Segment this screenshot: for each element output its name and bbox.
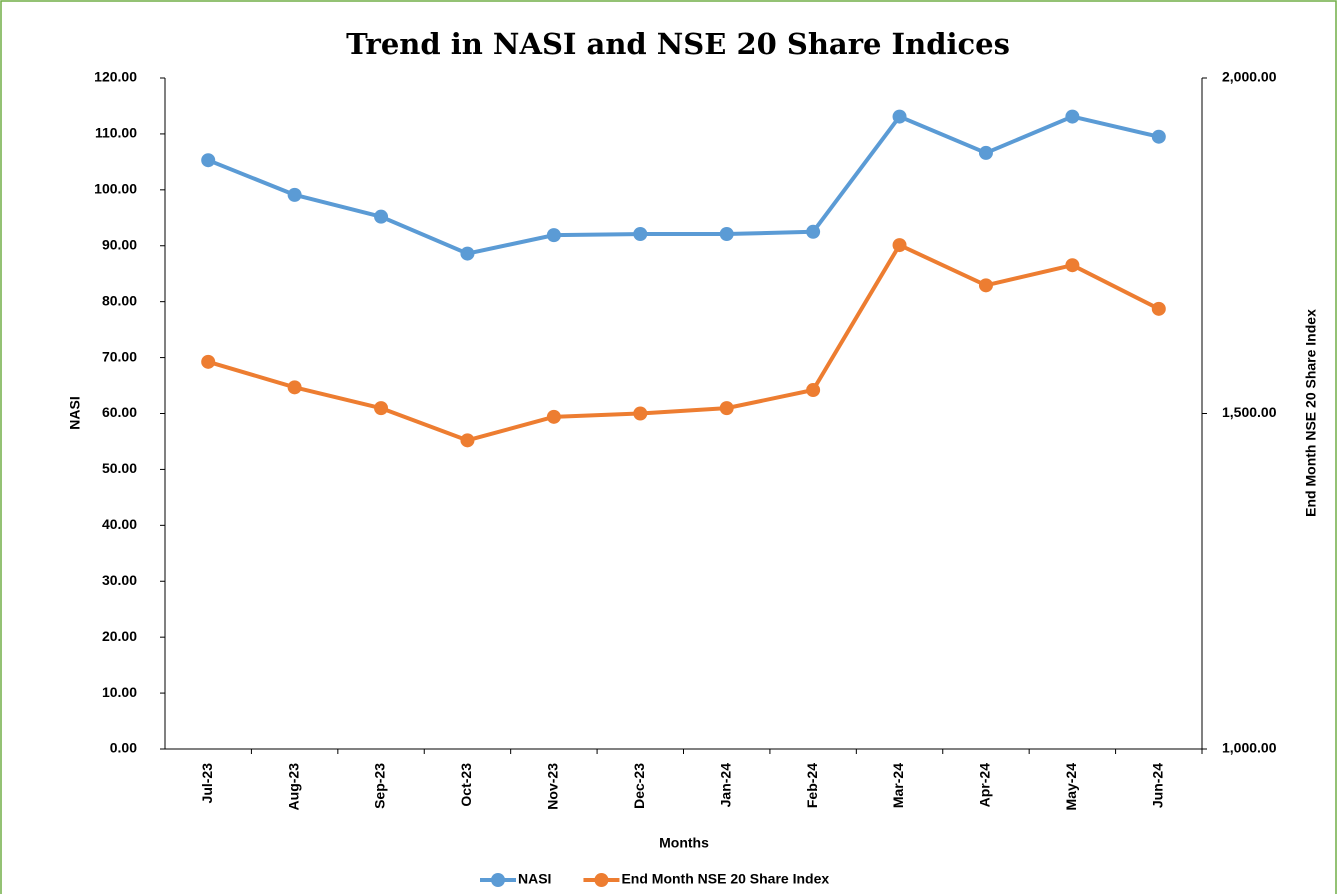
legend-label: NASI (518, 871, 551, 887)
x-tick-label: Feb-24 (804, 763, 820, 808)
y-tick-label: 100.00 (94, 181, 137, 197)
y-tick-label: 30.00 (102, 572, 137, 588)
series-marker (201, 354, 216, 369)
chart-title: Trend in NASI and NSE 20 Share Indices (346, 27, 1010, 61)
series-marker (719, 401, 734, 416)
series-line (207, 114, 1160, 256)
y-tick-label: 10.00 (102, 684, 137, 700)
series-marker (287, 187, 302, 202)
legend-label: End Month NSE 20 Share Index (621, 871, 829, 887)
series-marker (806, 224, 821, 239)
x-tick-label: Sep-23 (372, 763, 388, 809)
series-marker (201, 153, 216, 168)
y-tick-label: 110.00 (95, 125, 137, 141)
series-marker (1151, 129, 1166, 144)
x-tick-label: Nov-23 (545, 763, 561, 810)
legend-marker (491, 873, 505, 887)
x-axis-title: Months (659, 835, 709, 851)
y-tick-label: 50.00 (102, 460, 137, 476)
y-tick-label: 90.00 (102, 236, 137, 252)
y-tick-label: 20.00 (102, 628, 137, 644)
y2-tick-label: 2,000.00 (1222, 69, 1277, 85)
x-tick-label: Jun-24 (1149, 763, 1165, 808)
y2-axis-title: End Month NSE 20 Share Index (1303, 309, 1319, 517)
series-marker (978, 278, 993, 293)
x-tick-label: Dec-23 (631, 763, 647, 809)
series-marker (1065, 109, 1080, 124)
x-tick-label: Mar-24 (890, 763, 906, 808)
y-tick-label: 60.00 (102, 404, 137, 420)
series-marker (719, 227, 734, 242)
x-tick-label: Jul-23 (199, 763, 215, 804)
y-tick-label: 0.00 (110, 740, 137, 756)
series-marker (978, 145, 993, 160)
series-marker (460, 246, 475, 261)
x-tick-label: Jan-24 (717, 763, 733, 808)
series-marker (460, 433, 475, 448)
series-marker (1151, 301, 1166, 316)
series-marker (287, 380, 302, 395)
series-marker (806, 383, 821, 398)
y-tick-label: 80.00 (102, 292, 137, 308)
x-tick-label: Aug-23 (285, 763, 301, 811)
series-line (207, 243, 1160, 443)
y-axis-title: NASI (67, 396, 83, 429)
y2-tick-label: 1,500.00 (1222, 404, 1277, 420)
series-marker (546, 409, 561, 424)
y-tick-label: 120.00 (94, 69, 137, 85)
x-tick-label: Apr-24 (977, 763, 993, 808)
x-tick-label: Oct-23 (458, 763, 474, 807)
series-marker (374, 209, 389, 224)
x-tick-label: May-24 (1063, 763, 1079, 811)
y2-tick-label: 1,000.00 (1222, 740, 1277, 756)
legend-marker (594, 873, 609, 887)
series-marker (546, 228, 561, 243)
series-marker (892, 109, 907, 124)
y-tick-label: 40.00 (102, 516, 137, 532)
series-marker (374, 401, 389, 416)
series-marker (892, 238, 907, 253)
series-marker (633, 227, 648, 242)
series-marker (1065, 258, 1080, 273)
y-tick-label: 70.00 (102, 348, 137, 364)
series-marker (633, 406, 648, 421)
